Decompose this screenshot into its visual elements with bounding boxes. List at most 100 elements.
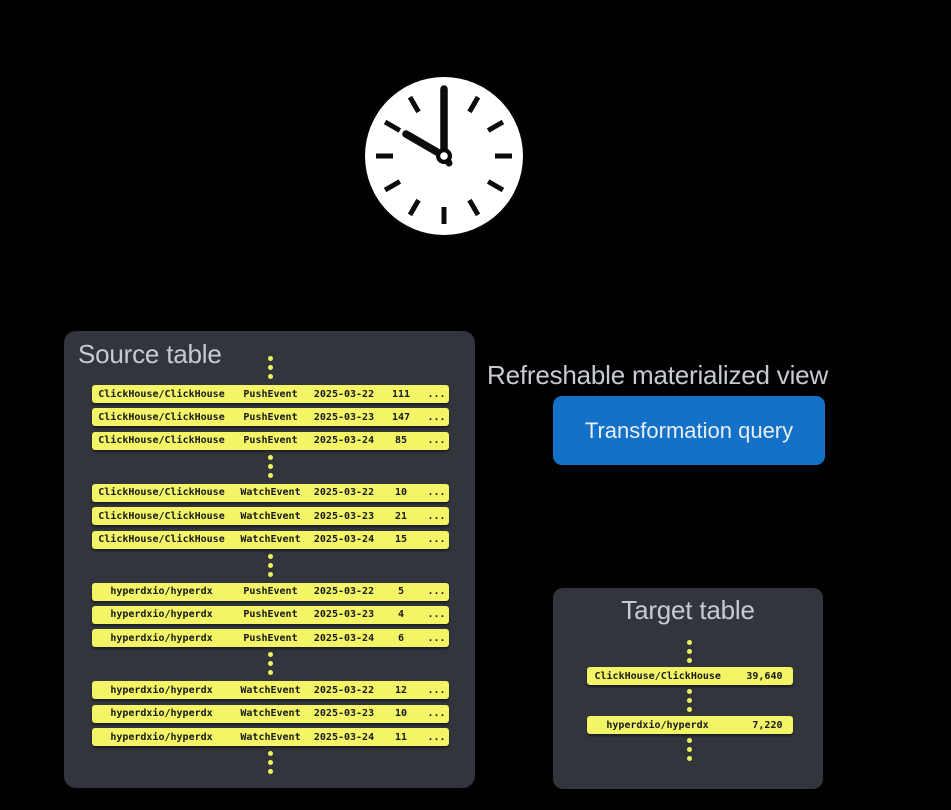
row-cell-count: 10 [394, 487, 408, 499]
dot [268, 652, 273, 658]
source-table-row: ClickHouse/ClickHouse PushEvent 2025-03-24… [92, 431, 449, 450]
row-cell-repo: ClickHouse/ClickHouse [98, 411, 225, 423]
row-cell-event: WatchEvent [240, 708, 301, 720]
row-cell-count: 5 [397, 586, 405, 598]
source-table-row: hyperdxio/hyperdx WatchEvent 2025-03-23 10.… [92, 704, 449, 723]
row-cell-count: 15 [394, 534, 408, 546]
row-cell-date: 2025-03-24 [313, 534, 375, 546]
row-cell-date: 2025-03-23 [313, 708, 375, 720]
dot [268, 356, 273, 361]
row-cell-event: WatchEvent [240, 510, 301, 522]
row-cell-value: 39,640 [746, 670, 783, 682]
row-cell-count: 11 [394, 731, 408, 743]
dot [687, 747, 692, 752]
source-table-row: ClickHouse/ClickHouse PushEvent 2025-03-22… [92, 385, 449, 403]
source-table-row: hyperdxio/hyperdx WatchEvent 2025-03-22 12.… [92, 681, 449, 700]
row-cell-count: 10 [394, 708, 408, 720]
row-cell-ellipsis: ... [427, 534, 446, 546]
source-table-row: hyperdxio/hyperdx PushEvent 2025-03-23 4... [92, 605, 449, 624]
row-cell-repo: hyperdxio/hyperdx [110, 731, 213, 743]
row-cell-ellipsis: ... [427, 708, 446, 720]
source-table-row: hyperdxio/hyperdx PushEvent 2025-03-22 5... [92, 582, 449, 601]
row-cell-ellipsis: ... [427, 487, 446, 499]
source-table-panel: Source table ClickHouse/ClickHouse PushEv… [64, 331, 475, 788]
row-cell-ellipsis: ... [427, 609, 446, 621]
row-cell-event: WatchEvent [240, 731, 301, 743]
row-cell-date: 2025-03-22 [313, 586, 375, 598]
transformation-query-button[interactable]: Transformation query [553, 396, 825, 465]
row-cell-ellipsis: ... [427, 388, 446, 400]
target-table-row: hyperdxio/hyperdx 7,220 [586, 716, 793, 734]
dot [687, 640, 692, 645]
ellipsis-dots [268, 751, 273, 775]
row-cell-date: 2025-03-23 [313, 510, 375, 522]
source-rows-stack: ClickHouse/ClickHouse PushEvent 2025-03-22… [92, 351, 449, 780]
dot [268, 463, 273, 469]
dot [268, 472, 273, 478]
ellipsis-dots [268, 454, 273, 478]
dot [268, 365, 273, 370]
row-cell-repo: hyperdxio/hyperdx [110, 708, 213, 720]
source-table-title: Source table [78, 339, 222, 369]
row-cell-date: 2025-03-24 [313, 435, 375, 447]
row-cell-repo: hyperdxio/hyperdx [110, 586, 213, 598]
row-cell-date: 2025-03-24 [313, 632, 375, 644]
row-cell-date: 2025-03-22 [313, 684, 375, 696]
row-cell-repo: hyperdxio/hyperdx [110, 632, 213, 644]
row-cell-count: 147 [391, 411, 411, 423]
row-cell-repo: ClickHouse/ClickHouse [98, 510, 225, 522]
row-cell-date: 2025-03-22 [313, 487, 375, 499]
row-cell-ellipsis: ... [427, 411, 446, 423]
row-cell-event: PushEvent [243, 388, 298, 400]
row-cell-ellipsis: ... [427, 632, 446, 644]
row-cell-count: 6 [397, 632, 405, 644]
dot [268, 562, 273, 568]
row-cell-date: 2025-03-23 [313, 411, 375, 423]
row-cell-count: 4 [397, 609, 405, 621]
dot [268, 571, 273, 577]
dot [687, 738, 692, 743]
row-cell-event: PushEvent [243, 411, 298, 423]
row-cell-event: PushEvent [243, 609, 298, 621]
row-cell-date: 2025-03-22 [313, 388, 375, 400]
row-cell-count: 85 [394, 435, 408, 447]
dot [268, 760, 273, 766]
dot [268, 661, 273, 667]
ellipsis-dots [268, 356, 273, 379]
clock-illustration [365, 77, 523, 235]
dot [268, 769, 273, 775]
row-cell-repo: hyperdxio/hyperdx [110, 609, 213, 621]
ellipsis-dots [687, 689, 692, 712]
row-cell-ellipsis: ... [427, 510, 446, 522]
row-cell-event: PushEvent [243, 632, 298, 644]
ellipsis-dots [687, 738, 692, 761]
target-rows-stack: ClickHouse/ClickHouse 39,640 hyperdxio/hyp… [556, 640, 823, 765]
source-table-row: hyperdxio/hyperdx WatchEvent 2025-03-24 11.… [92, 728, 449, 747]
dot [268, 670, 273, 676]
row-cell-repo: hyperdxio/hyperdx [110, 684, 213, 696]
source-table-row: ClickHouse/ClickHouse WatchEvent 2025-03-2… [92, 483, 449, 502]
dot [687, 649, 692, 654]
dot [687, 707, 692, 712]
target-table-panel: Target table ClickHouse/ClickHouse 39,640… [553, 588, 823, 789]
ellipsis-dots [268, 553, 273, 577]
row-cell-ellipsis: ... [427, 731, 446, 743]
row-cell-repo: ClickHouse/ClickHouse [594, 670, 721, 682]
dot [268, 751, 273, 757]
row-cell-count: 111 [391, 388, 411, 400]
row-cell-event: WatchEvent [240, 534, 301, 546]
row-cell-repo: ClickHouse/ClickHouse [98, 487, 225, 499]
row-cell-repo: hyperdxio/hyperdx [606, 719, 709, 731]
materialized-view-heading: Refreshable materialized view [487, 360, 829, 390]
row-cell-event: WatchEvent [240, 487, 301, 499]
row-cell-count: 12 [394, 684, 408, 696]
row-cell-ellipsis: ... [427, 435, 446, 447]
row-cell-event: PushEvent [243, 586, 298, 598]
row-cell-event: PushEvent [243, 435, 298, 447]
target-table-row: ClickHouse/ClickHouse 39,640 [586, 667, 793, 685]
target-table-title: Target table [621, 595, 755, 625]
row-cell-repo: ClickHouse/ClickHouse [98, 435, 225, 447]
source-table-row: ClickHouse/ClickHouse WatchEvent 2025-03-2… [92, 530, 449, 549]
source-table-row: hyperdxio/hyperdx PushEvent 2025-03-24 6... [92, 629, 449, 648]
